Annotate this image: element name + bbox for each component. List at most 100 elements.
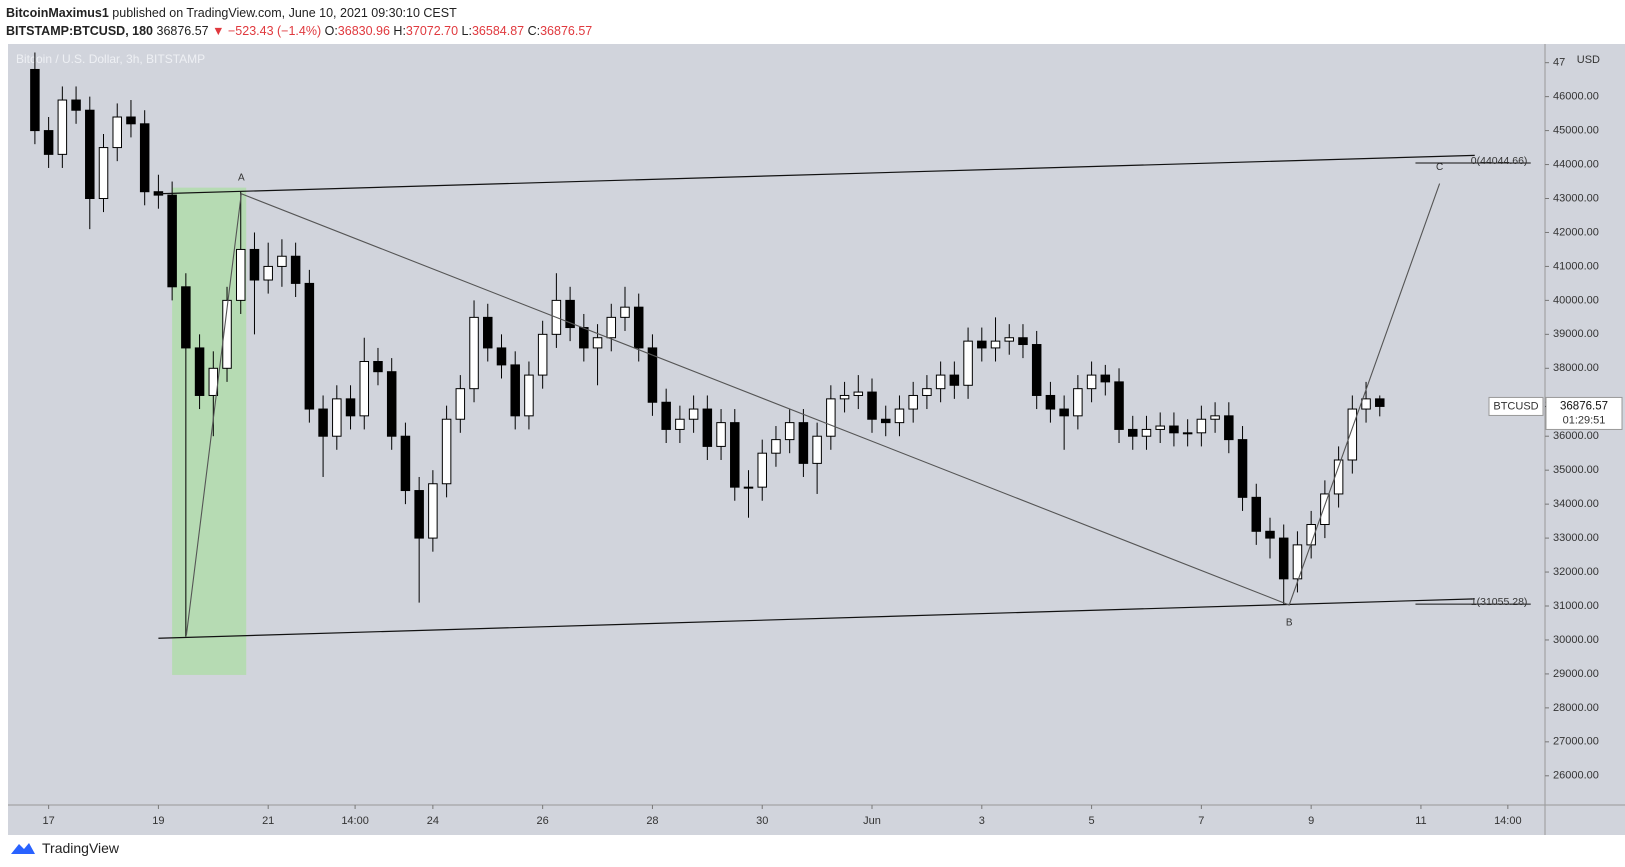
candle-body [290,255,301,284]
candle-body [537,333,548,376]
candle-body [743,486,754,489]
candle-body [469,316,479,390]
y-tick-label: 34000.00 [1553,498,1599,510]
candle-body [592,337,603,349]
y-tick-label: 29000.00 [1553,668,1599,680]
candle-body [318,408,328,437]
candle-body [1292,544,1303,580]
candle-body [1128,428,1138,437]
candle-body [1059,408,1069,417]
x-tick-label: 9 [1308,815,1314,827]
candle-body [1018,337,1028,346]
candle-body [455,388,466,420]
candle-body [606,316,617,339]
candle-body [167,194,177,288]
header-line-1: BitcoinMaximus1 published on TradingView… [6,4,592,22]
y-tick-label: 42000.00 [1553,226,1599,238]
candle-body [57,99,68,155]
candle-body [935,374,946,390]
candle-body [1251,496,1262,532]
candle-body [826,398,836,437]
candle-body [1278,537,1289,580]
brand: TradingView [42,840,120,856]
y-tick-label: 43000.00 [1553,192,1599,204]
y-tick-label: 28000.00 [1553,702,1599,714]
y-tick-label: 32000.00 [1553,566,1599,578]
candle-body [386,371,397,437]
candle-body [510,364,520,417]
candle-body [839,394,850,400]
candle-body [1004,337,1014,342]
y-tick-label: 36000.00 [1553,430,1599,442]
arrow: ▼ [212,24,225,38]
candle-body [771,439,781,454]
y-tick-label: 26000.00 [1553,770,1599,782]
candle-body [483,316,493,349]
candle-body [949,374,960,386]
chart: Bitcoin / U.S. Dollar, 3h, BITSTAMP USD 26… [8,44,1625,835]
candle-body [757,452,767,488]
y-tick-label: 30000.00 [1553,634,1599,646]
y-tick-label: 33000.00 [1553,532,1599,544]
x-tick-label: Jun [863,815,881,827]
logo [11,843,35,854]
y-tick-label: 35000.00 [1553,464,1599,476]
wave-label: A [238,172,245,183]
candle-body [963,340,973,386]
candle-body [43,130,54,155]
candle-body [126,116,136,125]
x-tick-label: 28 [646,815,658,827]
y-tick-label: 45000.00 [1553,124,1599,136]
x-tick-label: 26 [537,815,549,827]
change: −523.43 (−1.4%) [227,24,322,38]
candle-body [880,418,891,424]
candle-body [1361,398,1371,410]
candle-body [1045,394,1056,410]
candle-body [235,248,246,301]
x-tick-label: 14:00 [1494,815,1522,827]
candle-body [428,483,438,539]
candle-body [359,361,370,417]
x-tick-label: 11 [1415,815,1426,827]
x-tick-label: 21 [262,815,274,827]
candle-body [688,408,699,420]
candle-body [922,388,932,396]
candle-body [675,418,685,430]
fib-label: 0(44044.66) [1471,155,1528,167]
candle-body [1224,415,1234,441]
x-tick-label: 3 [979,815,985,827]
candle-body [85,109,95,200]
candle-body [798,422,809,464]
candle-body [812,435,822,464]
candle-body [1031,344,1042,396]
last: 36876.57 [156,24,209,38]
highlight-box [172,187,247,675]
candle-body [853,391,864,396]
x-tick-label: 5 [1089,815,1095,827]
candle-body [990,340,1001,349]
x-tick-label: 14:00 [341,815,369,827]
candle-body [565,299,575,329]
candle-body [1182,432,1193,435]
candle-body [661,401,671,430]
x-tick-label: 19 [152,815,164,827]
symbol: BITSTAMP:BTCUSD, 180 [6,24,154,38]
countdown: 01:29:51 [1563,414,1606,426]
candle-body [1155,425,1165,430]
candle-body [647,347,658,403]
candle-body [730,422,740,488]
zigzag [185,183,1441,636]
y-tick-label: 31000.00 [1553,600,1599,612]
candle-body [716,422,726,447]
header-line-2: BITSTAMP:BTCUSD, 180 36876.57 ▼ −523.43 … [6,22,592,40]
trendline [158,154,1475,195]
candle-body [1086,374,1097,390]
candle-body [1169,425,1179,434]
y-tick-label: 40000.00 [1553,294,1599,306]
candle-body [908,394,918,410]
candle-body [784,422,795,441]
price-box [1545,396,1623,430]
logo-shape [11,843,35,854]
candle-body [1210,415,1220,420]
price-label: 36876.57 [1560,400,1608,412]
